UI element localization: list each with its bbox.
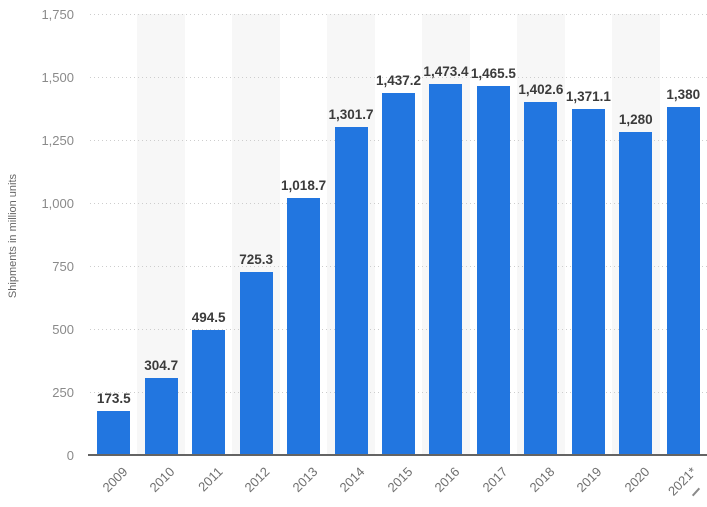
bar-2013[interactable] — [287, 198, 321, 455]
bar-2010[interactable] — [144, 378, 178, 455]
x-tick-label-2014: 2014 — [336, 464, 368, 496]
y-axis-title: Shipments in million units — [7, 173, 19, 299]
bar-2015[interactable] — [382, 93, 415, 455]
x-tick-label-2012: 2012 — [241, 464, 273, 496]
y-tick-label: 500 — [52, 322, 74, 337]
x-tick-label-2020: 2020 — [621, 464, 653, 496]
bar-value-label: 494.5 — [191, 310, 226, 325]
bar-value-label: 1,465.5 — [470, 66, 516, 81]
bar-value-label: 1,380 — [666, 87, 701, 102]
x-tick-label-2011: 2011 — [194, 464, 226, 495]
y-tick-label: 1,500 — [41, 70, 74, 85]
x-axis-line — [88, 454, 707, 456]
x-tick-label-2018: 2018 — [526, 464, 558, 496]
y-tick-label: 250 — [52, 385, 74, 400]
x-tick-label-2009: 2009 — [99, 464, 131, 496]
bar-value-label: 1,018.7 — [281, 178, 327, 193]
y-tick-label: 1,250 — [41, 133, 74, 148]
bar-2019[interactable] — [571, 109, 605, 455]
bar-value-label: 725.3 — [239, 252, 274, 267]
bar-2017[interactable] — [476, 86, 510, 455]
bar-value-label: 173.5 — [96, 391, 131, 406]
x-tick-label-2019: 2019 — [573, 464, 605, 496]
y-tick-label: 1,750 — [41, 7, 74, 22]
gridline-1,500 — [90, 77, 707, 78]
x-tick-label-2010: 2010 — [146, 464, 178, 496]
y-tick-label: 750 — [52, 259, 74, 274]
bar-2020[interactable] — [619, 132, 653, 455]
bar-value-label: 1,473.4 — [423, 64, 469, 79]
x-tick-label-2015: 2015 — [384, 464, 416, 496]
gridline-1,750 — [90, 14, 707, 15]
bar-2014[interactable] — [334, 127, 368, 455]
bar-value-label: 1,301.7 — [328, 107, 374, 122]
bar-2011[interactable] — [192, 330, 226, 455]
bar-2018[interactable] — [524, 102, 558, 455]
bar-value-label: 1,371.1 — [565, 89, 611, 104]
cropped-label-fragment — [691, 487, 701, 497]
bar-2009[interactable] — [97, 411, 131, 455]
bar-value-label: 304.7 — [144, 358, 179, 373]
bar-2016[interactable] — [429, 84, 463, 455]
bar-value-label: 1,402.6 — [518, 82, 564, 97]
bar-2021*[interactable] — [666, 107, 700, 455]
bar-2012[interactable] — [239, 272, 273, 455]
x-tick-label-2016: 2016 — [431, 464, 463, 496]
bar-value-label: 1,437.2 — [375, 73, 422, 88]
y-tick-label: 1,000 — [41, 196, 74, 211]
bar-value-label: 1,280 — [618, 112, 653, 127]
y-tick-label: 0 — [66, 448, 74, 463]
x-tick-label-2017: 2017 — [478, 464, 511, 496]
x-tick-label-2013: 2013 — [289, 464, 321, 496]
